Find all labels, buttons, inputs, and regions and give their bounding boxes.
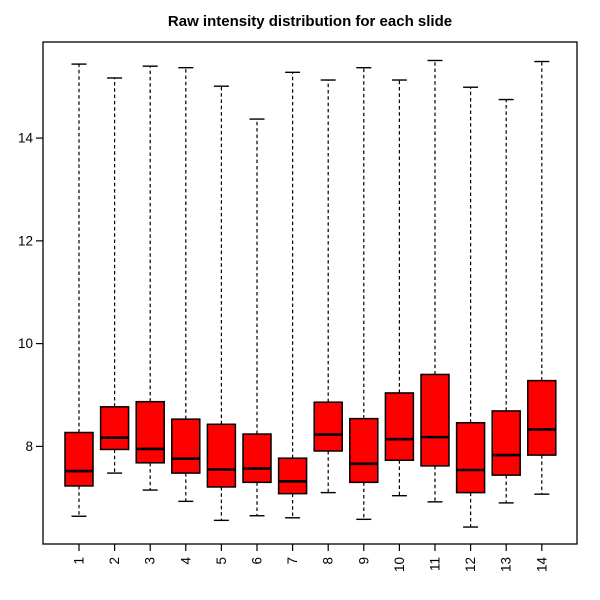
y-axis-tick-label: 8 <box>25 439 33 454</box>
boxplot-box-12: 12 <box>455 86 486 572</box>
y-axis-tick-label: 12 <box>18 233 33 248</box>
boxplot-box-4: 4 <box>171 66 201 565</box>
boxplot-box-9: 9 <box>349 66 379 565</box>
x-axis-tick-label: 1 <box>72 557 87 565</box>
iqr-box <box>527 379 557 456</box>
iqr-box <box>242 433 272 484</box>
x-axis-tick-label: 2 <box>107 557 122 565</box>
iqr-box <box>455 421 486 494</box>
iqr-box <box>420 373 450 467</box>
iqr-box <box>349 417 379 484</box>
x-axis-tick-label: 6 <box>250 557 265 565</box>
boxplot-box-10: 10 <box>384 79 415 572</box>
x-axis-tick-label: 7 <box>285 557 300 565</box>
plot-border <box>42 41 578 545</box>
boxplot-box-1: 1 <box>64 63 94 565</box>
iqr-box <box>135 400 165 464</box>
boxplot-box-14: 14 <box>527 60 557 573</box>
boxplot-box-7: 7 <box>277 71 308 565</box>
x-axis-tick-label: 4 <box>178 557 193 565</box>
boxplot-box-2: 2 <box>99 77 130 565</box>
boxplot-box-3: 3 <box>135 65 165 565</box>
y-axis-tick-label: 14 <box>18 131 34 146</box>
iqr-box <box>171 418 201 474</box>
iqr-box <box>384 392 415 461</box>
iqr-box <box>277 457 308 495</box>
iqr-box <box>64 431 94 487</box>
iqr-box <box>491 410 521 476</box>
x-axis-tick-label: 11 <box>428 557 443 571</box>
boxplot-box-8: 8 <box>313 79 343 565</box>
boxplot-box-5: 5 <box>206 85 237 565</box>
x-axis-tick-label: 8 <box>321 557 336 565</box>
iqr-box <box>206 423 237 488</box>
x-axis-tick-label: 12 <box>463 557 478 572</box>
x-axis-tick-label: 3 <box>143 557 158 565</box>
iqr-box <box>99 406 130 451</box>
y-axis-tick-label: 10 <box>18 336 33 351</box>
boxplot-box-11: 11 <box>420 59 450 571</box>
iqr-box <box>313 401 343 452</box>
x-axis-tick-label: 5 <box>214 557 229 565</box>
boxplot-box-13: 13 <box>491 98 521 572</box>
x-axis-tick-label: 9 <box>356 557 371 565</box>
x-axis-tick-label: 10 <box>392 557 407 572</box>
x-axis-tick-label: 14 <box>534 557 549 573</box>
chart-title: Raw intensity distribution for each slid… <box>168 13 452 30</box>
x-axis-tick-label: 13 <box>499 557 514 572</box>
boxplot-box-6: 6 <box>242 118 272 565</box>
